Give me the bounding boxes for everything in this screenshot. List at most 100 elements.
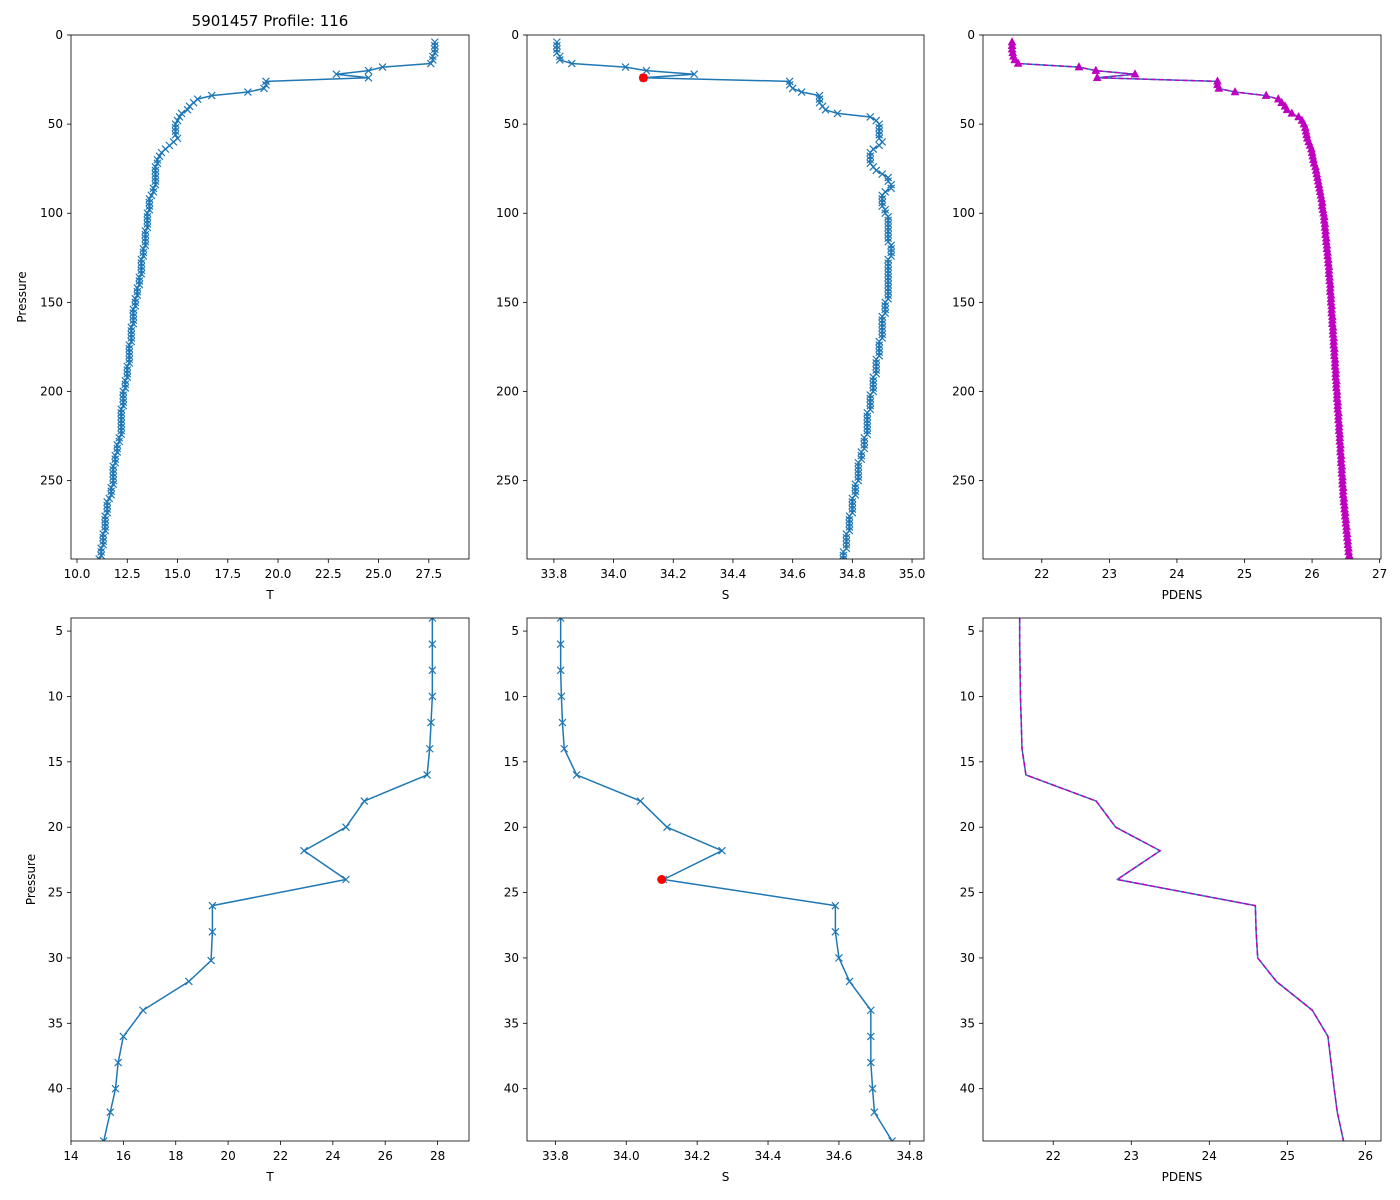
y-tick-label: 250 <box>496 474 519 488</box>
data-point-marker <box>151 170 160 178</box>
data-point-marker <box>430 45 439 54</box>
axes-frame <box>526 34 925 560</box>
data-point-marker <box>143 223 152 232</box>
data-point-marker <box>109 462 118 471</box>
data-point-marker <box>109 476 118 485</box>
data-point-marker <box>1091 65 1101 74</box>
data-point-marker <box>821 105 830 114</box>
x-tick-label: 35.0 <box>899 567 926 581</box>
y-tick-label: 200 <box>952 384 975 398</box>
data-point-marker <box>119 391 128 399</box>
data-point-marker <box>149 187 158 196</box>
data-point-marker <box>101 522 110 531</box>
data-point-marker <box>101 515 110 524</box>
data-point-marker <box>300 846 308 855</box>
data-point-marker <box>207 956 216 965</box>
data-point-marker <box>881 305 890 314</box>
data-point-marker <box>556 618 565 622</box>
data-point-marker <box>131 301 140 310</box>
data-point-marker <box>133 287 142 296</box>
data-point-marker <box>141 227 150 235</box>
y-axis-label: Pressure <box>15 271 29 322</box>
x-tick-label: 17.5 <box>214 567 241 581</box>
data-point-marker <box>1287 108 1297 117</box>
y-tick-label: 35 <box>960 1016 975 1030</box>
data-point-marker <box>555 56 564 64</box>
data-point-marker <box>127 334 136 342</box>
data-point-marker <box>207 91 216 100</box>
data-point-marker <box>863 412 872 421</box>
data-point-marker <box>884 212 893 221</box>
y-tick-label: 35 <box>48 1016 63 1030</box>
data-point-marker <box>109 473 118 481</box>
data-point-marker <box>872 166 881 175</box>
data-point-marker <box>111 455 120 464</box>
data-point-marker <box>833 109 842 118</box>
x-tick-label: 34.6 <box>779 567 806 581</box>
data-point-marker <box>845 519 854 528</box>
data-point-marker <box>718 846 726 855</box>
x-tick-label: 26 <box>378 1149 393 1163</box>
data-point-marker <box>854 462 863 471</box>
x-tick-label: 27.5 <box>415 567 442 581</box>
data-point-marker <box>428 692 437 701</box>
data-point-marker <box>115 437 124 446</box>
data-point-marker <box>141 230 150 239</box>
data-point-marker <box>129 316 138 325</box>
data-point-marker <box>123 373 132 382</box>
data-point-marker <box>854 465 863 474</box>
y-tick-label: 150 <box>40 295 63 309</box>
data-point-marker <box>109 480 118 489</box>
subplot-top-density: 22 23 24 25 26 27 0 50 100 150 200 250 PDENS <box>952 28 1387 602</box>
axes-frame <box>526 617 925 1142</box>
data-point-marker <box>103 508 112 517</box>
data-point-marker <box>428 640 437 649</box>
data-point-marker <box>884 223 893 232</box>
x-tick-label: 34.4 <box>755 1149 782 1163</box>
data-point-marker <box>151 177 160 186</box>
data-point-marker <box>557 692 566 701</box>
data-point-marker <box>851 483 860 492</box>
data-point-marker <box>863 408 872 417</box>
data-point-marker <box>117 416 126 424</box>
data-point-marker <box>636 797 645 805</box>
data-point-marker <box>153 159 162 168</box>
data-point-marker <box>556 666 565 675</box>
axes-frame <box>70 617 470 1142</box>
data-point-marker <box>863 426 872 435</box>
data-point-marker <box>145 198 154 207</box>
data-point-marker <box>866 1006 875 1015</box>
data-point-marker <box>878 330 887 339</box>
data-point-marker <box>155 152 164 161</box>
data-point-marker <box>378 63 387 72</box>
x-tick-label: 34.0 <box>600 567 627 581</box>
data-point-marker <box>360 797 369 805</box>
data-point-marker <box>835 954 843 962</box>
data-point-marker <box>131 294 140 303</box>
data-point-marker <box>107 490 116 499</box>
data-point-marker <box>127 323 136 332</box>
x-axis-label: S <box>722 588 730 602</box>
data-point-marker <box>143 212 152 221</box>
data-point-marker <box>208 927 217 936</box>
x-tick-label: 12.5 <box>114 567 141 581</box>
data-point-marker <box>831 901 840 910</box>
data-point-marker <box>149 184 158 193</box>
data-point-marker <box>141 241 150 250</box>
data-point-marker <box>135 280 144 289</box>
data-point-marker <box>866 394 875 403</box>
data-point-marker <box>866 398 875 407</box>
y-tick-label: 15 <box>504 755 519 769</box>
x-tick-label: 23 <box>1124 1149 1139 1163</box>
data-point-marker <box>690 70 699 79</box>
subplot-top-temperature: 10.0 12.5 15.0 17.5 20.0 22.5 25.0 27.5 0 50 100 15… <box>15 28 470 602</box>
data-point-marker <box>109 469 118 478</box>
data-point-marker <box>119 398 128 407</box>
data-point-marker <box>870 1108 879 1117</box>
y-tick-label: 250 <box>952 474 975 488</box>
x-axis-label: T <box>265 1170 274 1184</box>
plot-area <box>556 618 897 1141</box>
data-point-marker <box>860 433 869 442</box>
data-point-marker <box>884 291 893 300</box>
data-point-marker <box>145 205 154 214</box>
